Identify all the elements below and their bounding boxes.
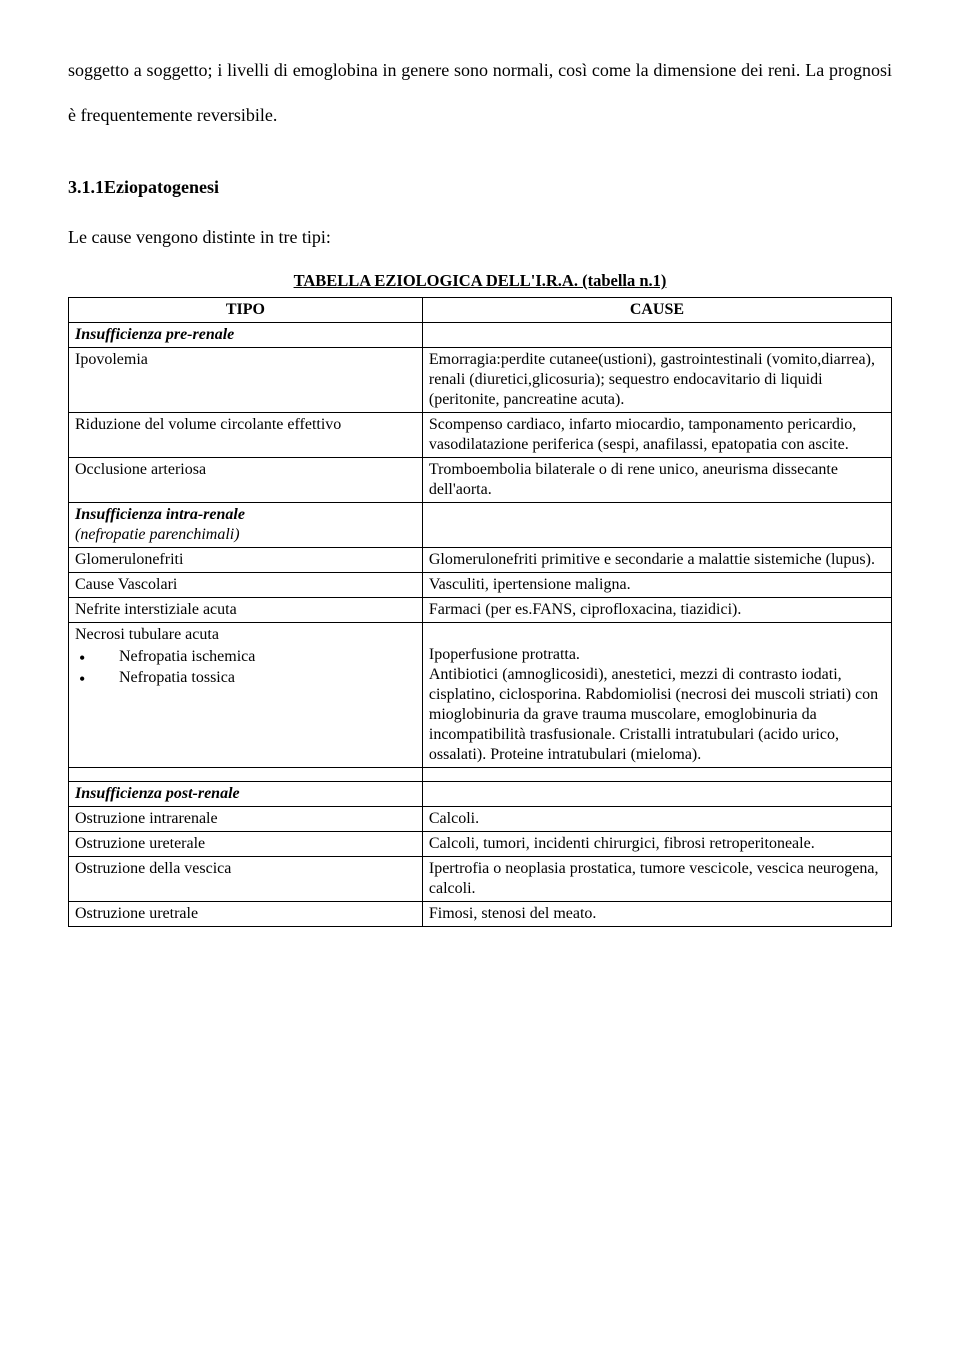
intra-label-b: (nefropatie parenchimali)	[75, 526, 240, 543]
table-row: Nefrite interstiziale acuta Farmaci (per…	[69, 598, 892, 623]
section-intra-renale: Insufficienza intra-renale (nefropatie p…	[69, 503, 423, 548]
cause-cell: Farmaci (per es.FANS, ciprofloxacina, ti…	[422, 598, 891, 623]
section-pre-renale: Insufficienza pre-renale	[69, 323, 423, 348]
intra-label-a: Insufficienza intra-renale	[75, 506, 245, 523]
necrosi-causes: Ipoperfusione protratta.Antibiotici (amn…	[422, 623, 891, 768]
tipo-cell: Ostruzione intrarenale	[69, 807, 423, 832]
table-row: Insufficienza post-renale	[69, 782, 892, 807]
cause-cell: Fimosi, stenosi del meato.	[422, 902, 891, 927]
tipo-cell: Glomerulonefriti	[69, 548, 423, 573]
tipo-cell: Ostruzione ureterale	[69, 832, 423, 857]
cause-cell: Calcoli, tumori, incidenti chirurgici, f…	[422, 832, 891, 857]
cause-cell: Tromboembolia bilaterale o di rene unico…	[422, 458, 891, 503]
cause-cell: Ipertrofia o neoplasia prostatica, tumor…	[422, 857, 891, 902]
section-heading: 3.1.1Eziopatogenesi	[68, 168, 892, 208]
necrosi-label: Necrosi tubulare acuta	[75, 626, 219, 643]
header-cause: CAUSE	[422, 298, 891, 323]
cause-cell: Scompenso cardiaco, infarto miocardio, t…	[422, 413, 891, 458]
bullet-item: Nefropatia ischemica	[77, 647, 416, 668]
necrosi-bullets: Nefropatia ischemica Nefropatia tossica	[75, 647, 416, 689]
table-row: Ipovolemia Emorragia:perdite cutanee(ust…	[69, 348, 892, 413]
empty-cell	[422, 503, 891, 548]
tipo-cell: Occlusione arteriosa	[69, 458, 423, 503]
table-row: Insufficienza pre-renale	[69, 323, 892, 348]
table-row: Necrosi tubulare acuta Nefropatia ischem…	[69, 623, 892, 768]
tipo-cell: Ostruzione della vescica	[69, 857, 423, 902]
table-header-row: TIPO CAUSE	[69, 298, 892, 323]
tipo-cell: Riduzione del volume circolante effettiv…	[69, 413, 423, 458]
table-title: TABELLA EZIOLOGICA DELL'I.R.A. (tabella …	[68, 271, 892, 291]
intro-paragraph: soggetto a soggetto; i livelli di emoglo…	[68, 48, 892, 138]
spacer-row	[69, 768, 892, 782]
empty-cell	[422, 768, 891, 782]
table-row: Riduzione del volume circolante effettiv…	[69, 413, 892, 458]
tipo-cell: Ipovolemia	[69, 348, 423, 413]
table-row: Cause Vascolari Vasculiti, ipertensione …	[69, 573, 892, 598]
table-row: Ostruzione uretrale Fimosi, stenosi del …	[69, 902, 892, 927]
table-row: Insufficienza intra-renale (nefropatie p…	[69, 503, 892, 548]
eziologica-table: TIPO CAUSE Insufficienza pre-renale Ipov…	[68, 297, 892, 927]
empty-cell	[69, 768, 423, 782]
bullet-item: Nefropatia tossica	[77, 668, 416, 689]
cause-cell: Vasculiti, ipertensione maligna.	[422, 573, 891, 598]
cause-cell: Emorragia:perdite cutanee(ustioni), gast…	[422, 348, 891, 413]
section-post-renale: Insufficienza post-renale	[69, 782, 423, 807]
table-row: Occlusione arteriosa Tromboembolia bilat…	[69, 458, 892, 503]
tipo-cell: Ostruzione uretrale	[69, 902, 423, 927]
table-row: Ostruzione intrarenale Calcoli.	[69, 807, 892, 832]
cause-cell: Glomerulonefriti primitive e secondarie …	[422, 548, 891, 573]
cause-cell: Calcoli.	[422, 807, 891, 832]
sub-paragraph: Le cause vengono distinte in tre tipi:	[68, 218, 892, 258]
necrosi-cell: Necrosi tubulare acuta Nefropatia ischem…	[69, 623, 423, 768]
table-row: Ostruzione della vescica Ipertrofia o ne…	[69, 857, 892, 902]
empty-cell	[422, 323, 891, 348]
table-row: Glomerulonefriti Glomerulonefriti primit…	[69, 548, 892, 573]
table-row: Ostruzione ureterale Calcoli, tumori, in…	[69, 832, 892, 857]
tipo-cell: Nefrite interstiziale acuta	[69, 598, 423, 623]
tipo-cell: Cause Vascolari	[69, 573, 423, 598]
header-tipo: TIPO	[69, 298, 423, 323]
empty-cell	[422, 782, 891, 807]
